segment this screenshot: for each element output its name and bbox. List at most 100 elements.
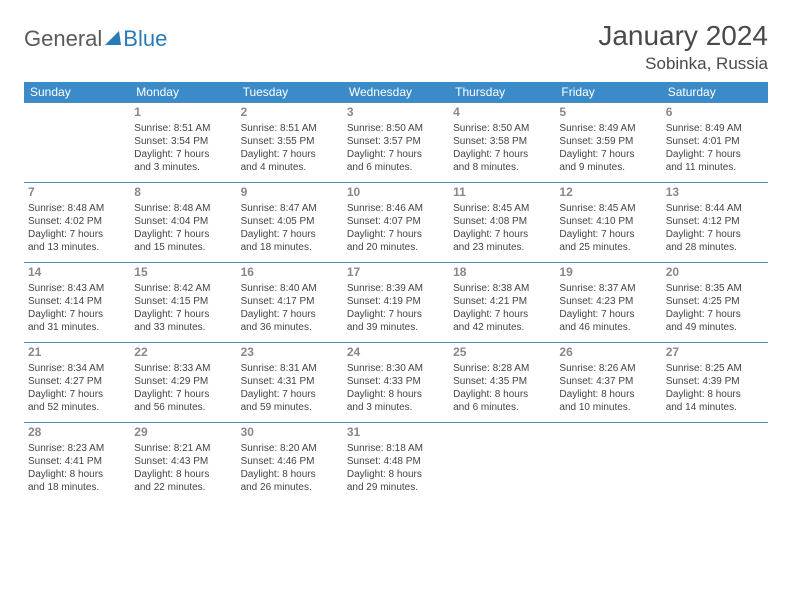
day-cell: 19Sunrise: 8:37 AMSunset: 4:23 PMDayligh… [555,263,661,343]
sunrise-text: Sunrise: 8:25 AM [666,362,764,375]
daylight-text: Daylight: 7 hours [134,228,232,241]
daylight-text: and 36 minutes. [241,321,339,334]
daylight-text: and 14 minutes. [666,401,764,414]
daylight-text: and 8 minutes. [453,161,551,174]
day-number: 14 [28,265,126,281]
daylight-text: and 11 minutes. [666,161,764,174]
day-number: 5 [559,105,657,121]
daylight-text: and 18 minutes. [28,481,126,494]
daylight-text: and 20 minutes. [347,241,445,254]
sunset-text: Sunset: 4:12 PM [666,215,764,228]
calendar-table: SundayMondayTuesdayWednesdayThursdayFrid… [24,82,768,503]
sunset-text: Sunset: 3:58 PM [453,135,551,148]
daylight-text: and 56 minutes. [134,401,232,414]
brand-part2: Blue [123,26,167,52]
sunrise-text: Sunrise: 8:31 AM [241,362,339,375]
daylight-text: Daylight: 8 hours [134,468,232,481]
daylight-text: Daylight: 7 hours [241,148,339,161]
sunset-text: Sunset: 3:57 PM [347,135,445,148]
week-row: 1Sunrise: 8:51 AMSunset: 3:54 PMDaylight… [24,103,768,183]
day-number: 4 [453,105,551,121]
day-number: 1 [134,105,232,121]
day-number: 26 [559,345,657,361]
day-cell: 18Sunrise: 8:38 AMSunset: 4:21 PMDayligh… [449,263,555,343]
sunset-text: Sunset: 4:07 PM [347,215,445,228]
brand-triangle-icon [105,31,121,45]
daylight-text: Daylight: 7 hours [28,228,126,241]
brand-part1: General [24,26,102,52]
empty-cell [24,103,130,183]
sunset-text: Sunset: 4:37 PM [559,375,657,388]
sunset-text: Sunset: 4:05 PM [241,215,339,228]
daylight-text: Daylight: 8 hours [347,388,445,401]
daylight-text: Daylight: 7 hours [347,308,445,321]
week-row: 14Sunrise: 8:43 AMSunset: 4:14 PMDayligh… [24,263,768,343]
sunrise-text: Sunrise: 8:49 AM [559,122,657,135]
daylight-text: Daylight: 7 hours [241,228,339,241]
daylight-text: Daylight: 7 hours [241,388,339,401]
day-cell: 4Sunrise: 8:50 AMSunset: 3:58 PMDaylight… [449,103,555,183]
sunset-text: Sunset: 3:54 PM [134,135,232,148]
day-number: 12 [559,185,657,201]
daylight-text: Daylight: 7 hours [453,228,551,241]
daylight-text: and 31 minutes. [28,321,126,334]
sunset-text: Sunset: 4:25 PM [666,295,764,308]
daylight-text: and 23 minutes. [453,241,551,254]
weekday-header: Friday [555,82,661,103]
daylight-text: and 42 minutes. [453,321,551,334]
daylight-text: Daylight: 7 hours [134,148,232,161]
sunrise-text: Sunrise: 8:18 AM [347,442,445,455]
day-number: 8 [134,185,232,201]
sunset-text: Sunset: 3:55 PM [241,135,339,148]
weekday-header: Monday [130,82,236,103]
empty-cell [555,423,661,503]
sunset-text: Sunset: 4:10 PM [559,215,657,228]
day-cell: 30Sunrise: 8:20 AMSunset: 4:46 PMDayligh… [237,423,343,503]
sunrise-text: Sunrise: 8:50 AM [453,122,551,135]
sunrise-text: Sunrise: 8:47 AM [241,202,339,215]
daylight-text: and 25 minutes. [559,241,657,254]
sunset-text: Sunset: 4:01 PM [666,135,764,148]
daylight-text: Daylight: 7 hours [559,148,657,161]
sunrise-text: Sunrise: 8:39 AM [347,282,445,295]
weekday-header: Saturday [662,82,768,103]
sunrise-text: Sunrise: 8:48 AM [134,202,232,215]
daylight-text: and 15 minutes. [134,241,232,254]
sunset-text: Sunset: 4:21 PM [453,295,551,308]
title-block: January 2024 Sobinka, Russia [598,20,768,74]
sunset-text: Sunset: 4:19 PM [347,295,445,308]
daylight-text: Daylight: 7 hours [347,148,445,161]
sunrise-text: Sunrise: 8:33 AM [134,362,232,375]
sunrise-text: Sunrise: 8:20 AM [241,442,339,455]
daylight-text: and 39 minutes. [347,321,445,334]
day-number: 7 [28,185,126,201]
day-number: 9 [241,185,339,201]
sunset-text: Sunset: 4:27 PM [28,375,126,388]
daylight-text: and 49 minutes. [666,321,764,334]
daylight-text: Daylight: 7 hours [559,308,657,321]
day-number: 10 [347,185,445,201]
day-number: 27 [666,345,764,361]
week-row: 21Sunrise: 8:34 AMSunset: 4:27 PMDayligh… [24,343,768,423]
sunrise-text: Sunrise: 8:51 AM [241,122,339,135]
day-number: 3 [347,105,445,121]
daylight-text: and 9 minutes. [559,161,657,174]
sunset-text: Sunset: 4:17 PM [241,295,339,308]
sunrise-text: Sunrise: 8:46 AM [347,202,445,215]
sunset-text: Sunset: 4:08 PM [453,215,551,228]
day-number: 13 [666,185,764,201]
sunrise-text: Sunrise: 8:42 AM [134,282,232,295]
daylight-text: Daylight: 8 hours [347,468,445,481]
daylight-text: Daylight: 7 hours [28,388,126,401]
day-cell: 17Sunrise: 8:39 AMSunset: 4:19 PMDayligh… [343,263,449,343]
day-cell: 9Sunrise: 8:47 AMSunset: 4:05 PMDaylight… [237,183,343,263]
sunrise-text: Sunrise: 8:35 AM [666,282,764,295]
day-cell: 14Sunrise: 8:43 AMSunset: 4:14 PMDayligh… [24,263,130,343]
sunrise-text: Sunrise: 8:38 AM [453,282,551,295]
sunset-text: Sunset: 4:31 PM [241,375,339,388]
daylight-text: Daylight: 7 hours [453,308,551,321]
sunset-text: Sunset: 4:48 PM [347,455,445,468]
weekday-header: Wednesday [343,82,449,103]
sunrise-text: Sunrise: 8:21 AM [134,442,232,455]
sunrise-text: Sunrise: 8:43 AM [28,282,126,295]
